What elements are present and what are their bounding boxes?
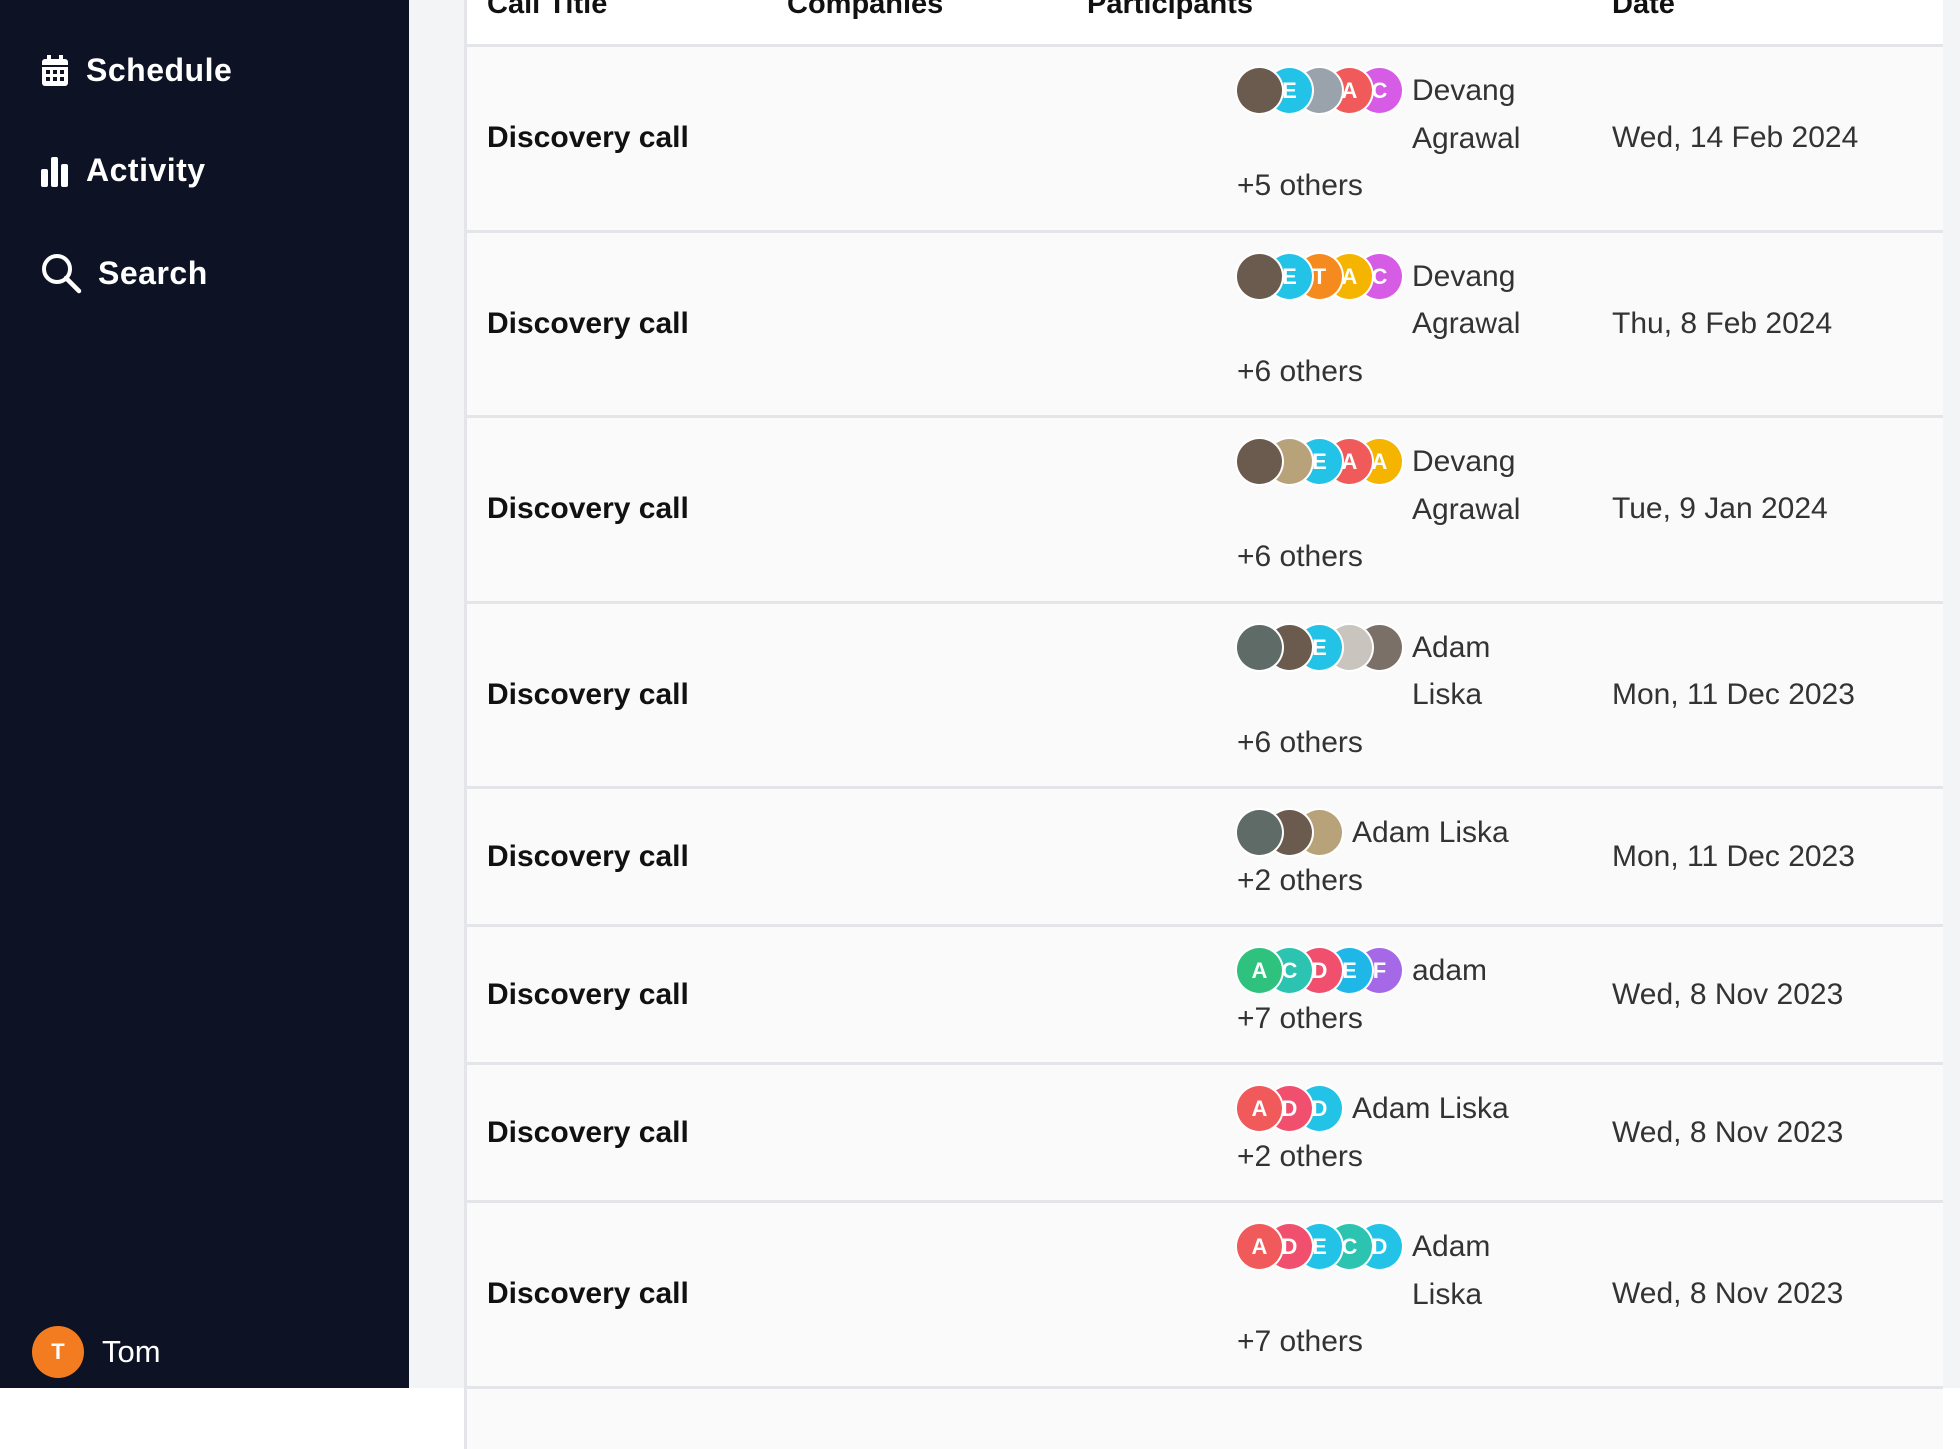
others-count: +2 others xyxy=(1237,863,1363,897)
others-count: +6 others xyxy=(1237,540,1363,573)
participant-name: Devang Agrawal xyxy=(1412,74,1521,155)
participants: E T A C Devang Agrawal +6 others xyxy=(1237,253,1542,396)
participant-name: adam xyxy=(1412,954,1488,987)
call-row[interactable]: Discovery call E Adam Liska +6 others Mon, 1… xyxy=(467,604,1943,789)
participants: Adam Liska +2 others xyxy=(1237,809,1542,904)
participants: A D D Adam Liska +2 others xyxy=(1237,1085,1542,1180)
call-row[interactable]: Discovery call A D D Adam Liska +2 others Wed,… xyxy=(467,1065,1943,1203)
nav-label: Activity xyxy=(86,152,206,188)
avatar: A xyxy=(1237,948,1282,994)
call-date: Wed, 14 Feb 2024 xyxy=(1612,121,1859,155)
call-title: Discovery call xyxy=(487,121,689,155)
call-row[interactable]: Discovery call E T A C Devang Agrawal +6 other… xyxy=(467,233,1943,418)
others-count: +7 others xyxy=(1237,1325,1363,1358)
participants-line: E T A C Devang Agrawal xyxy=(1237,253,1542,348)
search-icon xyxy=(42,254,82,294)
calendar-icon xyxy=(42,54,68,86)
participants: E A A Devang Agrawal +6 others xyxy=(1237,438,1542,581)
call-date: Wed, 8 Nov 2023 xyxy=(1612,977,1844,1011)
call-date: Wed, 8 Nov 2023 xyxy=(1612,1277,1844,1311)
avatar xyxy=(1237,810,1282,856)
call-date: Thu, 8 Feb 2024 xyxy=(1612,306,1833,340)
main: Call Title Companies Participants Date Disc… xyxy=(409,0,1960,1449)
avatar xyxy=(1237,253,1282,299)
call-date: Mon, 11 Dec 2023 xyxy=(1612,677,1855,711)
call-title: Discovery call xyxy=(487,1277,689,1311)
call-row[interactable]: Discovery call E A A Devang Agrawal +6 others… xyxy=(467,418,1943,604)
nav-label: Search xyxy=(98,254,208,291)
row-partial xyxy=(467,1388,1943,1449)
call-title: Discovery call xyxy=(487,677,689,711)
participant-name: Adam Liska xyxy=(1412,630,1491,712)
avatar xyxy=(1237,624,1282,670)
participant-name: Devang Agrawal xyxy=(1412,259,1521,341)
participants-line: E A A Devang Agrawal xyxy=(1237,438,1542,533)
call-title: Discovery call xyxy=(487,839,689,873)
column-header: Companies xyxy=(787,0,944,20)
call-row[interactable]: Discovery call E A C Devang Agrawal +5 others… xyxy=(467,47,1943,233)
others-count: +7 others xyxy=(1237,1001,1363,1035)
avatar: A xyxy=(1237,1224,1282,1270)
avatar xyxy=(1237,68,1282,114)
table-header: Call Title Companies Participants Date xyxy=(467,0,1943,47)
others-count: +2 others xyxy=(1237,1139,1363,1173)
participants-line: A D D Adam Liska xyxy=(1237,1085,1542,1133)
calls-table: Call Title Companies Participants Date Disc… xyxy=(464,0,1943,1449)
nav-activity[interactable]: Activity xyxy=(40,152,206,189)
column-header: Participants xyxy=(1087,0,1253,20)
call-row[interactable]: Discovery call A C D E F adam +7 others Wed, 8 N… xyxy=(467,927,1943,1065)
participants: E A C Devang Agrawal +5 others xyxy=(1237,67,1542,210)
sidebar: Schedule Activity Search T Tom xyxy=(0,0,409,1388)
participant-name: Adam Liska xyxy=(1412,1230,1491,1311)
others-count: +5 others xyxy=(1237,169,1363,202)
column-header: Call Title xyxy=(487,0,608,20)
call-row[interactable]: Discovery call Adam Liska +2 others Mon, 11… xyxy=(467,789,1943,927)
participants: A C D E F adam +7 others xyxy=(1237,947,1542,1042)
others-count: +6 others xyxy=(1237,725,1363,759)
call-date: Mon, 11 Dec 2023 xyxy=(1612,839,1855,873)
call-row[interactable]: Discovery call A D E C D Adam Liska +7 others We… xyxy=(467,1203,1943,1389)
nav-label: Schedule xyxy=(86,52,233,88)
call-title: Discovery call xyxy=(487,306,689,340)
avatar-stack: E xyxy=(1237,624,1402,672)
avatar xyxy=(1237,439,1282,485)
user-name: Tom xyxy=(102,1334,161,1369)
call-title: Discovery call xyxy=(487,492,689,526)
avatar: A xyxy=(1237,1086,1282,1132)
participants-line: A C D E F adam xyxy=(1237,947,1542,995)
nav-schedule[interactable]: Schedule xyxy=(40,52,232,89)
user-avatar: T xyxy=(32,1326,84,1378)
participants: E Adam Liska +6 others xyxy=(1237,624,1542,767)
participants: A D E C D Adam Liska +7 others xyxy=(1237,1223,1542,1366)
participant-name: Adam Liska xyxy=(1352,1092,1509,1125)
column-header: Date xyxy=(1612,0,1675,20)
participants-line: Adam Liska xyxy=(1237,809,1542,857)
participants-line: E Adam Liska xyxy=(1237,624,1542,719)
participant-name: Adam Liska xyxy=(1352,816,1509,849)
user[interactable]: T Tom xyxy=(32,1326,161,1378)
participants-line: A D E C D Adam Liska xyxy=(1237,1223,1542,1318)
others-count: +6 others xyxy=(1237,354,1363,388)
call-title: Discovery call xyxy=(487,977,689,1011)
participant-name: Devang Agrawal xyxy=(1412,445,1521,526)
call-date: Tue, 9 Jan 2024 xyxy=(1612,492,1828,526)
avatar-stack xyxy=(1237,809,1342,857)
activity-icon xyxy=(41,156,68,187)
participants-line: E A C Devang Agrawal xyxy=(1237,67,1542,162)
nav-search[interactable]: Search xyxy=(40,252,208,294)
call-date: Wed, 8 Nov 2023 xyxy=(1612,1115,1844,1149)
call-title: Discovery call xyxy=(487,1115,689,1149)
